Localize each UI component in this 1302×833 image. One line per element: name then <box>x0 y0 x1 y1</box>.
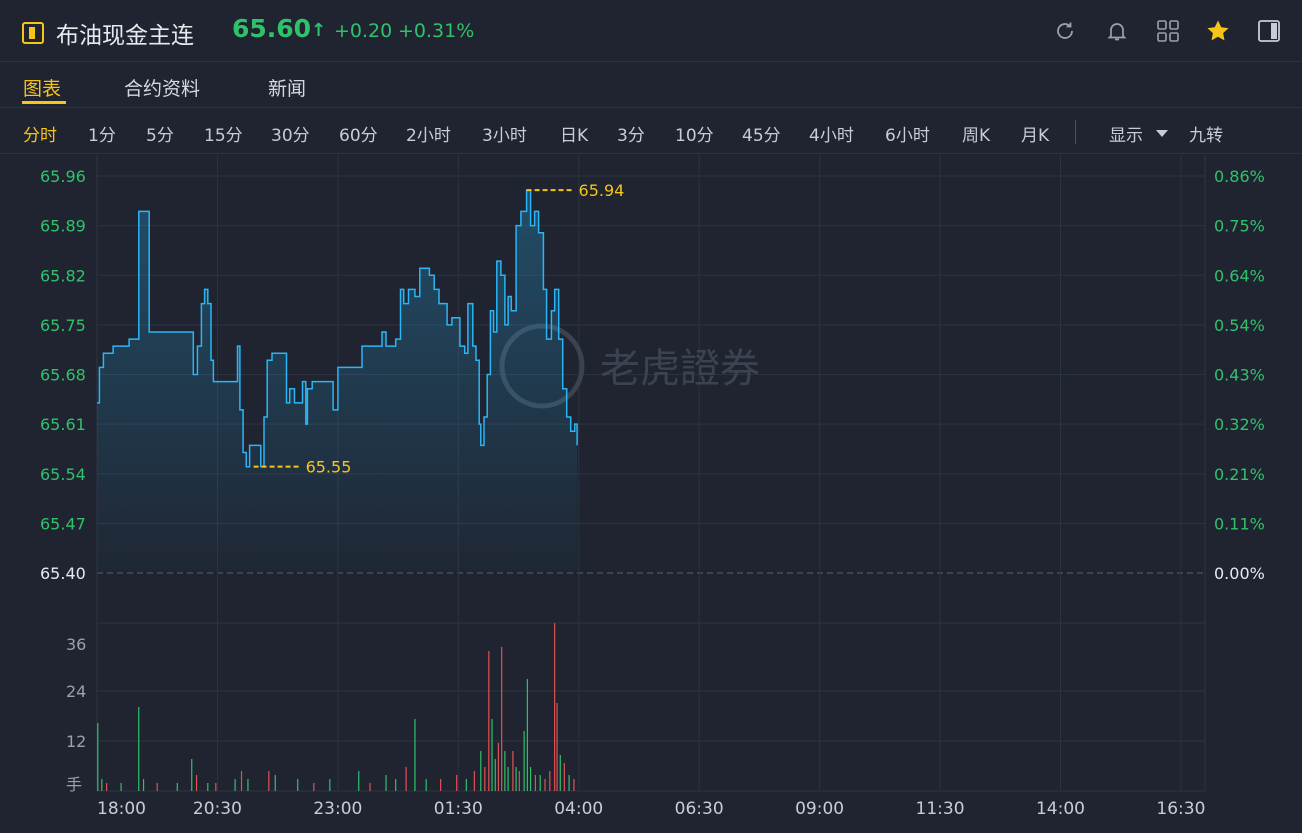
instrument-title: 布油现金主连 <box>56 23 194 49</box>
time-tick-label: 01:30 <box>434 799 483 819</box>
tab-chart[interactable]: 图表 <box>23 78 62 100</box>
intraday-chart[interactable]: 老虎證券 65.96 65.89 65.82 65.75 65.68 65.61 65.54… <box>0 155 1302 833</box>
price-up-arrow-icon: ↑ <box>311 20 327 41</box>
price-line <box>97 189 578 468</box>
refresh-icon[interactable] <box>1052 18 1078 44</box>
percent-tick-label: 0.00% <box>1214 564 1265 583</box>
period-15min[interactable]: 15分 <box>204 126 243 146</box>
bell-icon[interactable] <box>1104 18 1130 44</box>
main-tabs: 图表 合约资料 新闻 <box>0 62 1302 108</box>
percent-tick-label: 0.32% <box>1214 415 1265 434</box>
price-tick-label: 65.75 <box>40 316 86 335</box>
time-tick-label: 09:00 <box>795 799 844 819</box>
period-1min[interactable]: 1分 <box>88 126 116 146</box>
display-menu[interactable]: 显示 <box>1109 126 1143 146</box>
time-tick-label: 14:00 <box>1036 799 1085 819</box>
active-tab-indicator <box>22 101 66 104</box>
period-5min[interactable]: 5分 <box>146 126 174 146</box>
percent-tick-label: 0.11% <box>1214 514 1265 533</box>
period-45min[interactable]: 45分 <box>742 126 781 146</box>
time-tick-label: 20:30 <box>193 799 242 819</box>
volume-bars <box>97 623 575 791</box>
sidebar-toggle-icon[interactable] <box>1256 18 1282 44</box>
chevron-down-icon[interactable] <box>1156 130 1168 137</box>
tab-contract-info[interactable]: 合约资料 <box>124 78 201 100</box>
star-icon[interactable] <box>1205 18 1231 44</box>
percent-tick-label: 0.54% <box>1214 316 1265 335</box>
high-marker-label: 65.94 <box>579 181 625 200</box>
period-10min[interactable]: 10分 <box>675 126 714 146</box>
price-tick-label: 65.96 <box>40 167 86 186</box>
low-marker-label: 65.55 <box>306 458 352 477</box>
volume-tick-label: 12 <box>66 732 86 751</box>
price-tick-label: 65.68 <box>40 366 86 385</box>
price-axis: 65.96 65.89 65.82 65.75 65.68 65.61 65.54 65.47… <box>40 167 86 583</box>
high-low-markers: 65.94 65.55 <box>253 181 625 477</box>
period-selector: 分时 1分 5分 15分 30分 60分 2小时 3小时 日K 3分 10分 4… <box>0 108 1302 154</box>
price-change-percent: +0.31% <box>398 20 475 42</box>
percent-axis: 0.86% 0.75% 0.64% 0.54% 0.43% 0.32% 0.21% 0.11%… <box>1214 167 1265 583</box>
percent-tick-label: 0.43% <box>1214 366 1265 385</box>
tab-news[interactable]: 新闻 <box>268 78 307 100</box>
volume-tick-label: 手 <box>66 775 82 794</box>
period-monthly[interactable]: 月K <box>1021 126 1050 146</box>
price-change: +0.20 <box>334 20 393 42</box>
nine-turn-button[interactable]: 九转 <box>1189 126 1223 146</box>
price-tick-label: 65.54 <box>40 465 86 484</box>
volume-tick-label: 36 <box>66 635 86 654</box>
time-tick-label: 16:30 <box>1156 799 1205 819</box>
period-daily[interactable]: 日K <box>560 126 589 146</box>
price-tick-label: 65.40 <box>40 564 86 583</box>
time-tick-label: 04:00 <box>554 799 603 819</box>
time-tick-label: 18:00 <box>97 799 146 819</box>
watermark-text: 老虎證券 <box>600 346 760 392</box>
percent-tick-label: 0.86% <box>1214 167 1265 186</box>
period-60min[interactable]: 60分 <box>339 126 378 146</box>
percent-tick-label: 0.75% <box>1214 217 1265 236</box>
last-price: 65.60 <box>232 14 312 43</box>
quote-header: 布油现金主连 65.60 ↑ +0.20 +0.31% <box>0 0 1302 62</box>
period-2hour[interactable]: 2小时 <box>406 126 451 146</box>
period-divider <box>1075 120 1076 144</box>
price-area <box>97 190 578 573</box>
contract-logo-icon <box>22 22 44 44</box>
period-intraday[interactable]: 分时 <box>23 126 57 146</box>
time-tick-label: 11:30 <box>916 799 965 819</box>
time-axis: 18:00 20:30 23:00 01:30 04:00 06:30 09:00 11:30… <box>97 799 1205 819</box>
time-tick-label: 06:30 <box>675 799 724 819</box>
percent-tick-label: 0.21% <box>1214 465 1265 484</box>
grid-icon[interactable] <box>1155 18 1181 44</box>
price-tick-label: 65.47 <box>40 514 86 533</box>
period-3hour[interactable]: 3小时 <box>482 126 527 146</box>
period-30min[interactable]: 30分 <box>271 126 310 146</box>
period-weekly[interactable]: 周K <box>962 126 991 146</box>
price-tick-label: 65.82 <box>40 266 86 285</box>
volume-axis: 36 24 12 手 <box>66 635 86 794</box>
period-6hour[interactable]: 6小时 <box>885 126 930 146</box>
price-tick-label: 65.89 <box>40 217 86 236</box>
volume-tick-label: 24 <box>66 682 86 701</box>
period-4hour[interactable]: 4小时 <box>809 126 854 146</box>
price-tick-label: 65.61 <box>40 415 86 434</box>
time-tick-label: 23:00 <box>313 799 362 819</box>
period-3min[interactable]: 3分 <box>617 126 645 146</box>
percent-tick-label: 0.64% <box>1214 266 1265 285</box>
